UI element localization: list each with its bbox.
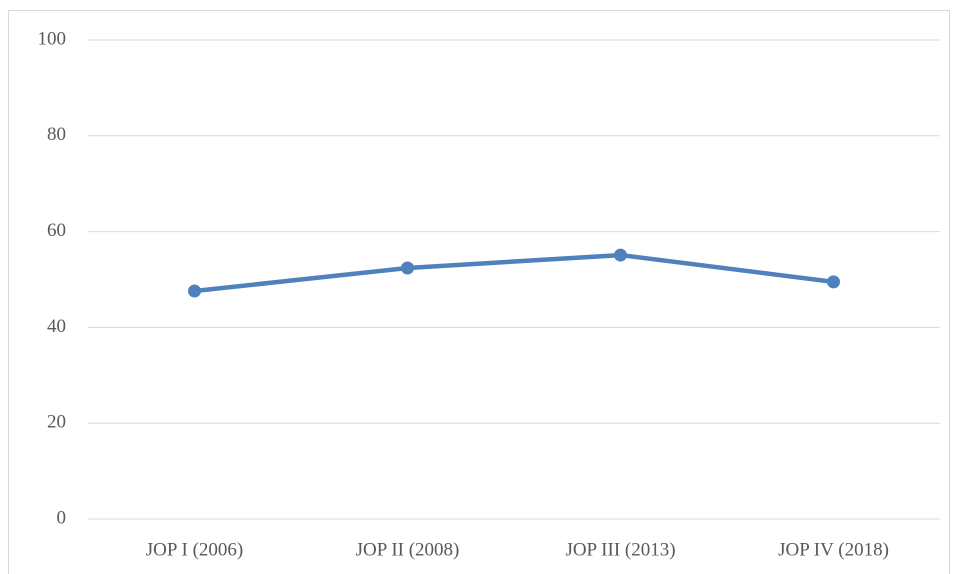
- x-tick-label: JOP II (2008): [356, 539, 460, 560]
- y-tick-label: 40: [47, 316, 66, 337]
- x-tick-label: JOP III (2013): [565, 539, 675, 560]
- marker: [827, 275, 840, 289]
- marker: [188, 284, 201, 298]
- chart-border: [8, 10, 950, 574]
- y-tick-label: 80: [47, 124, 66, 145]
- line: [194, 252, 834, 294]
- marker: [614, 248, 627, 262]
- y-tick-label: 0: [57, 507, 67, 528]
- x-tick-label: JOP I (2006): [146, 539, 243, 560]
- y-tick-label: 100: [38, 28, 67, 49]
- x-tick-label: JOP IV (2018): [778, 539, 889, 560]
- y-tick-label: 20: [47, 412, 66, 433]
- y-tick-label: 60: [47, 220, 66, 241]
- marker: [401, 261, 414, 275]
